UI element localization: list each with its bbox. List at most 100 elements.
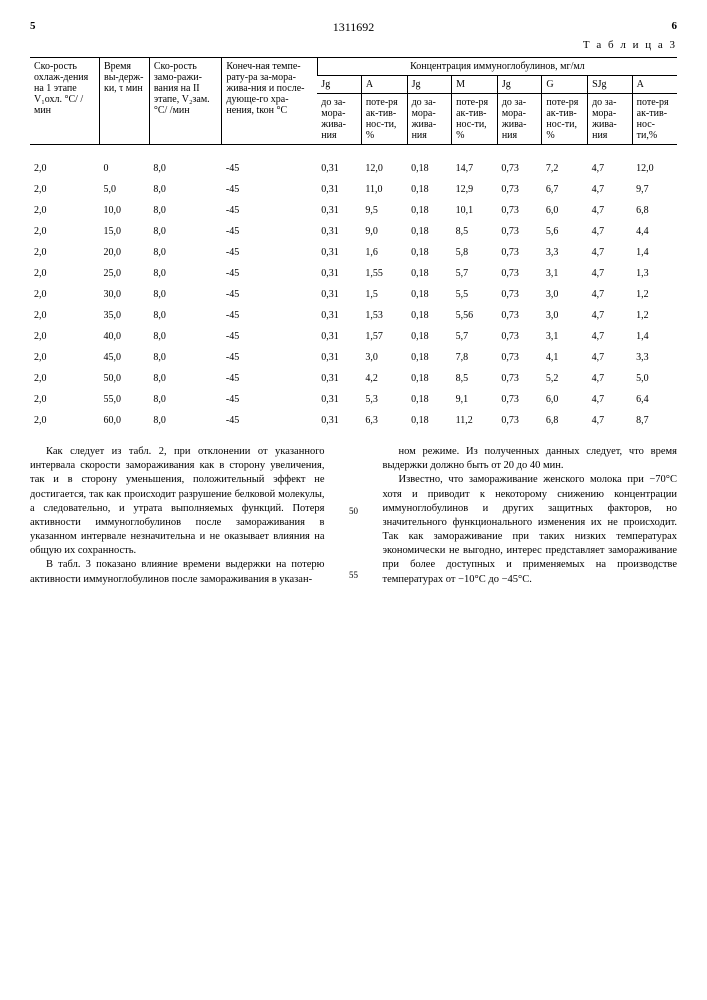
table-cell: 1,4 bbox=[632, 242, 677, 263]
table-cell: 2,0 bbox=[30, 368, 99, 389]
table-cell: 1,4 bbox=[632, 326, 677, 347]
table-cell: 8,0 bbox=[149, 145, 222, 180]
table-cell: 15,0 bbox=[99, 221, 149, 242]
table-cell: 0,31 bbox=[317, 221, 361, 242]
table-cell: 0,73 bbox=[497, 368, 542, 389]
table-cell: 0,73 bbox=[497, 284, 542, 305]
table-cell: 4,7 bbox=[588, 200, 633, 221]
table-cell: 4,7 bbox=[588, 145, 633, 180]
table-cell: 0,18 bbox=[407, 221, 452, 242]
table-cell: 4,4 bbox=[632, 221, 677, 242]
table-cell: 0,31 bbox=[317, 389, 361, 410]
table-cell: 0,73 bbox=[497, 326, 542, 347]
page-number-left: 5 bbox=[30, 20, 50, 35]
table-cell: 3,1 bbox=[542, 263, 588, 284]
table-cell: 2,0 bbox=[30, 410, 99, 431]
table-cell: -45 bbox=[222, 410, 317, 431]
table-cell: 14,7 bbox=[452, 145, 498, 180]
sub-header: A bbox=[632, 76, 677, 94]
table-row: 2,008,0-450,3112,00,1814,70,737,24,712,0 bbox=[30, 145, 677, 180]
table-caption: Т а б л и ц а 3 bbox=[30, 39, 677, 51]
table-cell: 8,0 bbox=[149, 305, 222, 326]
table-cell: 4,7 bbox=[588, 305, 633, 326]
sub2-header: до за-мора-жива-ния bbox=[497, 94, 542, 145]
table-cell: 0,31 bbox=[317, 200, 361, 221]
table-cell: 9,0 bbox=[361, 221, 407, 242]
line-number: 55 bbox=[345, 569, 363, 581]
table-cell: 55,0 bbox=[99, 389, 149, 410]
table-cell: 2,0 bbox=[30, 145, 99, 180]
table-cell: 0,18 bbox=[407, 263, 452, 284]
table-cell: 2,0 bbox=[30, 179, 99, 200]
table-cell: 40,0 bbox=[99, 326, 149, 347]
table-cell: -45 bbox=[222, 389, 317, 410]
table-cell: 12,0 bbox=[361, 145, 407, 180]
paragraph: ном режиме. Из полученных данных следует… bbox=[383, 445, 678, 473]
table-cell: 0,18 bbox=[407, 368, 452, 389]
sub2-header: до за-мора-жива-ния bbox=[588, 94, 633, 145]
table-cell: 4,7 bbox=[588, 221, 633, 242]
table-cell: 30,0 bbox=[99, 284, 149, 305]
table-cell: 0,18 bbox=[407, 389, 452, 410]
table-cell: 5,0 bbox=[99, 179, 149, 200]
table-cell: 0,73 bbox=[497, 200, 542, 221]
table-cell: 4,1 bbox=[542, 347, 588, 368]
table-cell: 0,18 bbox=[407, 410, 452, 431]
sub-header: SJg bbox=[588, 76, 633, 94]
table-cell: 5,8 bbox=[452, 242, 498, 263]
sub-header: A bbox=[361, 76, 407, 94]
table-cell: 10,0 bbox=[99, 200, 149, 221]
table-cell: 6,0 bbox=[542, 389, 588, 410]
table-cell: 0,73 bbox=[497, 389, 542, 410]
table-cell: -45 bbox=[222, 284, 317, 305]
table-cell: 9,5 bbox=[361, 200, 407, 221]
table-row: 2,030,08,0-450,311,50,185,50,733,04,71,2 bbox=[30, 284, 677, 305]
table-cell: -45 bbox=[222, 242, 317, 263]
paragraph: Как следует из табл. 2, при отклонении о… bbox=[30, 445, 325, 558]
table-cell: 1,57 bbox=[361, 326, 407, 347]
table-cell: 2,0 bbox=[30, 326, 99, 347]
table-cell: -45 bbox=[222, 347, 317, 368]
table-row: 2,035,08,0-450,311,530,185,560,733,04,71… bbox=[30, 305, 677, 326]
table-cell: 11,0 bbox=[361, 179, 407, 200]
table-cell: 1,3 bbox=[632, 263, 677, 284]
table-cell: 4,2 bbox=[361, 368, 407, 389]
line-number: 50 bbox=[345, 505, 363, 517]
table-cell: 5,3 bbox=[361, 389, 407, 410]
group-header: Концентрация иммуноглобулинов, мг/мл bbox=[317, 58, 677, 76]
col-header: Конеч-ная темпе-рату-ра за-мора-жива-ния… bbox=[222, 58, 317, 145]
table-cell: 4,7 bbox=[588, 263, 633, 284]
table-cell: 8,0 bbox=[149, 242, 222, 263]
table-row: 2,010,08,0-450,319,50,1810,10,736,04,76,… bbox=[30, 200, 677, 221]
table-cell: 0,73 bbox=[497, 145, 542, 180]
table-cell: 0,31 bbox=[317, 284, 361, 305]
table-cell: 1,6 bbox=[361, 242, 407, 263]
table-cell: 6,7 bbox=[542, 179, 588, 200]
paragraph: Известно, что замораживание женского мол… bbox=[383, 473, 678, 586]
table-cell: 45,0 bbox=[99, 347, 149, 368]
table-cell: 5,7 bbox=[452, 263, 498, 284]
table-cell: 6,3 bbox=[361, 410, 407, 431]
table-cell: 0,18 bbox=[407, 284, 452, 305]
sub2-header: до за-мора-жива-ния bbox=[407, 94, 452, 145]
table-cell: 8,0 bbox=[149, 326, 222, 347]
table-cell: 2,0 bbox=[30, 242, 99, 263]
table-cell: 2,0 bbox=[30, 305, 99, 326]
sub-header: M bbox=[452, 76, 498, 94]
text-column-left: Как следует из табл. 2, при отклонении о… bbox=[30, 445, 325, 587]
table-cell: 9,7 bbox=[632, 179, 677, 200]
table-cell: 8,0 bbox=[149, 284, 222, 305]
table-cell: 3,1 bbox=[542, 326, 588, 347]
table-cell: 10,1 bbox=[452, 200, 498, 221]
table-cell: 3,0 bbox=[542, 305, 588, 326]
table-row: 2,055,08,0-450,315,30,189,10,736,04,76,4 bbox=[30, 389, 677, 410]
table-cell: 0,73 bbox=[497, 242, 542, 263]
table-row: 2,050,08,0-450,314,20,188,50,735,24,75,0 bbox=[30, 368, 677, 389]
table-row: 2,060,08,0-450,316,30,1811,20,736,84,78,… bbox=[30, 410, 677, 431]
table-cell: 8,0 bbox=[149, 347, 222, 368]
table-cell: 2,0 bbox=[30, 221, 99, 242]
table-cell: -45 bbox=[222, 145, 317, 180]
table-cell: 0,73 bbox=[497, 410, 542, 431]
table-cell: 8,0 bbox=[149, 263, 222, 284]
table-cell: 1,5 bbox=[361, 284, 407, 305]
